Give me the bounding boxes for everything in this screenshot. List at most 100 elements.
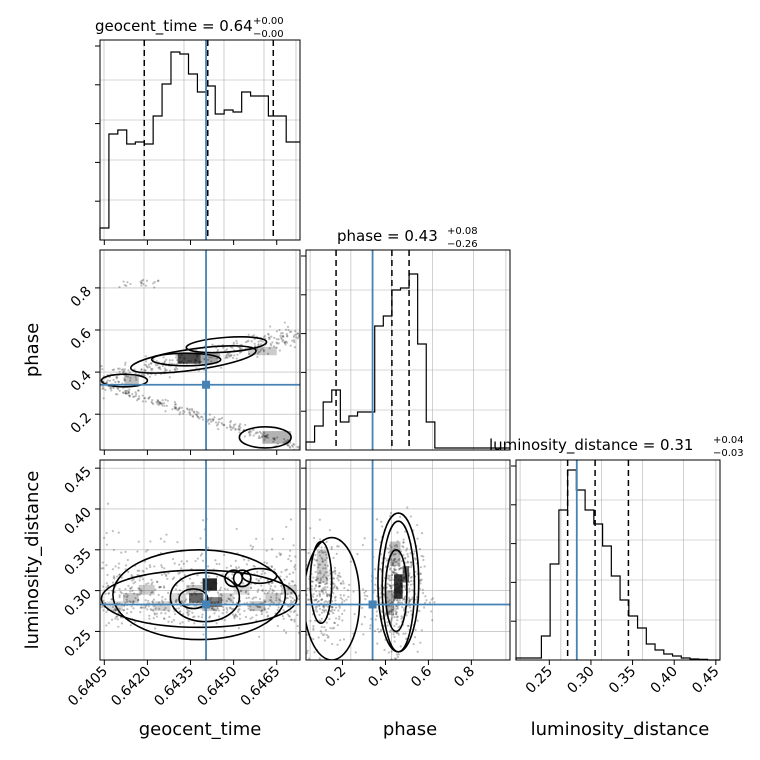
scatter-distance-geocent-time-sample-point: [221, 605, 224, 608]
scatter-distance-geocent-time-sample-point: [269, 587, 272, 590]
scatter-distance-geocent-time-sample-point: [185, 598, 188, 601]
scatter-phase-geocent-time-sample-point: [139, 280, 142, 283]
scatter-distance-geocent-time-sample-point: [157, 593, 160, 597]
scatter-distance-phase-sample-point: [424, 595, 427, 598]
scatter-phase-geocent-time-ytick-label-1: 0.4: [68, 368, 95, 395]
scatter-phase-geocent-time-sample-point: [118, 286, 121, 289]
scatter-distance-geocent-time-sample-point: [177, 572, 180, 575]
scatter-distance-geocent-time-sample-point: [283, 629, 286, 632]
scatter-distance-phase-sample-point: [314, 553, 317, 557]
scatter-phase-geocent-time-sample-point: [267, 333, 270, 336]
title-phase: phase = 0.43: [337, 227, 438, 245]
scatter-distance-phase-sample-point: [386, 600, 389, 604]
scatter-distance-geocent-time-sample-point: [122, 609, 125, 612]
scatter-phase-geocent-time-sample-point: [129, 376, 132, 379]
scatter-distance-geocent-time-sample-point: [294, 555, 297, 558]
scatter-distance-phase-sample-point: [389, 584, 392, 588]
scatter-distance-geocent-time-sample-point: [120, 592, 123, 595]
scatter-distance-geocent-time-sample-point: [227, 597, 230, 600]
scatter-distance-geocent-time-sample-point: [260, 584, 263, 587]
scatter-distance-phase-sample-point: [387, 551, 390, 554]
scatter-distance-phase-sample-point: [322, 567, 325, 570]
scatter-distance-phase-sample-point: [395, 610, 398, 614]
scatter-distance-phase-sample-point: [364, 590, 368, 593]
scatter-distance-phase-sample-point: [419, 641, 422, 644]
scatter-distance-geocent-time-sample-point: [163, 540, 166, 543]
scatter-distance-phase-sample-point: [317, 577, 320, 580]
scatter-distance-phase-sample-point: [401, 598, 405, 601]
scatter-distance-phase-sample-point: [416, 537, 419, 540]
scatter-phase-geocent-time-sample-point: [168, 362, 171, 365]
scatter-distance-phase-sample-point: [419, 566, 422, 569]
scatter-distance-phase-sample-point: [388, 599, 391, 602]
scatter-distance-phase-sample-point: [323, 609, 326, 612]
scatter-phase-geocent-time-sample-point: [142, 282, 145, 286]
scatter-distance-phase-sample-point: [411, 589, 414, 592]
scatter-distance-phase-sample-point: [419, 572, 422, 575]
scatter-distance-geocent-time-sample-point: [149, 540, 152, 543]
scatter-distance-phase-sample-point: [320, 598, 323, 602]
scatter-distance-phase-sample-point: [354, 651, 357, 654]
scatter-distance-geocent-time-sample-point: [105, 582, 108, 585]
scatter-distance-phase-sample-point: [396, 599, 399, 602]
scatter-phase-geocent-time-sample-point: [233, 354, 236, 357]
scatter-phase-geocent-time-sample-point: [124, 389, 127, 393]
scatter-distance-phase-density-cell: [394, 574, 403, 599]
scatter-distance-phase-sample-point: [323, 626, 326, 629]
scatter-distance-geocent-time-sample-point: [228, 597, 231, 601]
scatter-distance-geocent-time-sample-point: [134, 580, 137, 584]
scatter-distance-phase-sample-point: [319, 572, 322, 575]
scatter-phase-geocent-time-sample-point: [154, 373, 157, 376]
hist-luminosity-distance-xtick-label-2: 0.35: [606, 664, 639, 697]
scatter-phase-geocent-time-sample-point: [296, 337, 300, 340]
scatter-distance-geocent-time-density-cell: [202, 578, 217, 591]
scatter-distance-phase-sample-point: [331, 606, 334, 609]
scatter-phase-geocent-time-sample-point: [216, 348, 220, 352]
scatter-phase-geocent-time-sample-point: [151, 367, 154, 371]
scatter-distance-phase-sample-point: [402, 541, 405, 544]
scatter-distance-phase-sample-point: [326, 594, 329, 597]
scatter-phase-geocent-time-sample-point: [123, 284, 126, 287]
scatter-distance-geocent-time-sample-point: [117, 531, 120, 534]
scatter-distance-phase-sample-point: [391, 601, 394, 604]
scatter-distance-phase-sample-point: [320, 625, 323, 629]
scatter-distance-geocent-time-sample-point: [188, 610, 191, 613]
scatter-distance-phase-xtick-label-3: 0.8: [451, 664, 478, 691]
scatter-distance-geocent-time-sample-point: [105, 610, 108, 614]
scatter-distance-phase-sample-point: [317, 581, 321, 585]
scatter-phase-geocent-time-sample-point: [153, 286, 156, 289]
scatter-distance-phase-sample-point: [313, 564, 316, 567]
scatter-distance-phase-sample-point: [315, 559, 318, 562]
scatter-distance-geocent-time-sample-point: [274, 585, 277, 588]
scatter-phase-geocent-time-sample-point: [146, 366, 149, 369]
scatter-distance-phase-sample-point: [324, 600, 328, 603]
scatter-distance-geocent-time-sample-point: [177, 607, 180, 610]
scatter-phase-geocent-time-sample-point: [282, 441, 285, 444]
scatter-distance-phase-sample-point: [388, 579, 391, 582]
scatter-phase-geocent-time-sample-point: [231, 427, 234, 430]
scatter-distance-phase-sample-point: [322, 551, 325, 554]
scatter-distance-geocent-time-sample-point: [200, 616, 204, 619]
scatter-phase-geocent-time-sample-point: [186, 408, 189, 411]
scatter-distance-geocent-time-sample-point: [232, 601, 235, 604]
scatter-phase-geocent-time-sample-point: [297, 446, 300, 449]
scatter-distance-phase-sample-point: [407, 624, 410, 628]
scatter-distance-phase-sample-point: [423, 606, 426, 609]
scatter-distance-phase-sample-point: [388, 577, 391, 580]
scatter-phase-geocent-time-sample-point: [247, 339, 250, 342]
scatter-phase-geocent-time-sample-point: [287, 444, 290, 447]
scatter-distance-geocent-time-sample-point: [235, 566, 238, 569]
scatter-phase-geocent-time-sample-point: [259, 339, 262, 342]
scatter-phase-geocent-time-sample-point: [276, 436, 279, 439]
scatter-phase-geocent-time-sample-point: [123, 379, 126, 382]
scatter-distance-geocent-time-sample-point: [106, 573, 109, 576]
scatter-distance-geocent-time-sample-point: [223, 618, 227, 622]
scatter-distance-phase-sample-point: [406, 560, 409, 563]
scatter-phase-geocent-time-sample-point: [133, 395, 136, 398]
scatter-distance-phase-sample-point: [334, 595, 337, 598]
scatter-phase-geocent-time-sample-point: [144, 400, 147, 403]
scatter-distance-geocent-time-sample-point: [158, 607, 161, 610]
scatter-distance-geocent-time-sample-point: [271, 581, 274, 584]
scatter-phase-geocent-time-sample-point: [257, 436, 260, 440]
scatter-distance-phase-sample-point: [312, 628, 315, 632]
